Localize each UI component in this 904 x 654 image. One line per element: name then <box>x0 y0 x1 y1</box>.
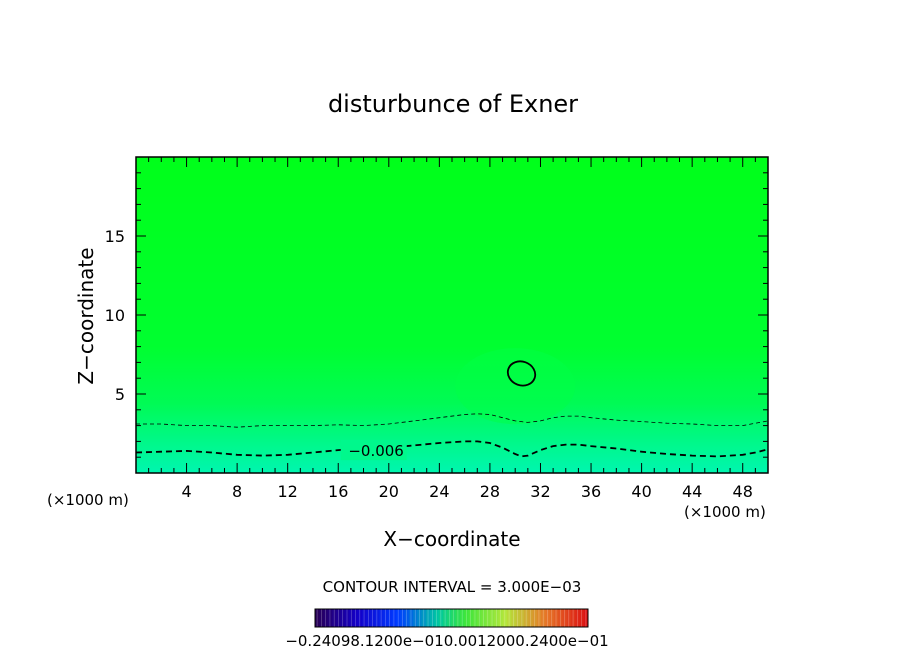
colorbar-cell <box>575 609 580 627</box>
colorbar-cell <box>464 609 470 627</box>
colorbar-cell <box>583 609 589 627</box>
colorbar-cell <box>315 609 320 627</box>
colorbar-cell <box>515 609 521 627</box>
colorbar-cell <box>442 609 448 627</box>
colorbar-cell <box>340 609 346 627</box>
colorbar-cell <box>558 609 563 627</box>
contour-interval-text: CONTOUR INTERVAL = 3.000E−03 <box>323 578 582 596</box>
colorbar-cell <box>489 609 495 627</box>
x-tick-label: 48 <box>733 482 753 501</box>
colorbar-cell <box>553 609 559 627</box>
colorbar-cell <box>408 609 414 627</box>
colorbar <box>314 608 589 628</box>
colorbar-cell <box>430 609 435 627</box>
colorbar-cell <box>485 609 491 627</box>
colorbar-cell <box>400 609 406 627</box>
colorbar-cell <box>319 609 325 627</box>
colorbar-cell <box>579 609 585 627</box>
colorbar-cell <box>451 609 457 627</box>
closed-contour-0 <box>506 360 537 387</box>
colorbar-cell <box>562 609 568 627</box>
colorbar-cell <box>425 609 431 627</box>
colorbar-cell <box>511 609 516 627</box>
colorbar-cell <box>349 609 354 627</box>
colorbar-cell <box>383 609 389 627</box>
colorbar-cell <box>549 609 555 627</box>
y-axis-label: Z−coordinate <box>74 247 98 384</box>
colorbar-cell <box>566 609 572 627</box>
x-tick-label: 20 <box>379 482 399 501</box>
colorbar-cell <box>438 609 444 627</box>
colorbar-cell <box>545 609 551 627</box>
x-tick-label: 36 <box>581 482 601 501</box>
colorbar-cell <box>344 609 350 627</box>
colorbar-cell <box>378 609 384 627</box>
colorbar-cell <box>532 609 538 627</box>
colorbar-cell <box>336 609 342 627</box>
colorbar-cell <box>524 609 529 627</box>
x-tick-label: 4 <box>181 482 191 501</box>
colorbar-frame <box>314 608 589 628</box>
colorbar-cell <box>536 609 542 627</box>
contour-label: −0.006 <box>348 442 404 460</box>
chart-title: disturbunce of Exner <box>328 90 578 118</box>
x-axis-label: X−coordinate <box>383 527 520 551</box>
colorbar-cell <box>481 609 487 627</box>
colorbar-cell <box>366 609 371 627</box>
colorbar-cell <box>494 609 499 627</box>
colorbar-cell <box>391 609 397 627</box>
colorbar-cell <box>506 609 512 627</box>
contour-line-0 <box>135 440 769 458</box>
x-tick-label: 32 <box>530 482 550 501</box>
colorbar-cell <box>404 609 410 627</box>
x-tick-label: 8 <box>232 482 242 501</box>
colorbar-cell <box>434 609 440 627</box>
colorbar-cell <box>570 609 576 627</box>
colorbar-cell <box>374 609 380 627</box>
colorbar-cell <box>361 609 367 627</box>
x-unit-right: (×1000 m) <box>684 503 766 521</box>
colorbar-cell <box>498 609 504 627</box>
colorbar-cell <box>528 609 534 627</box>
colorbar-cell <box>455 609 461 627</box>
colorbar-cell <box>477 609 482 627</box>
colorbar-cell <box>472 609 478 627</box>
y-tick-label: 15 <box>105 227 125 246</box>
y-tick-label: 10 <box>105 306 125 325</box>
x-tick-label: 44 <box>682 482 702 501</box>
colorbar-cell <box>460 609 465 627</box>
colorbar-cell <box>396 609 401 627</box>
colorbar-cell <box>468 609 474 627</box>
x-tick-label: 24 <box>429 482 449 501</box>
colorbar-cell <box>323 609 329 627</box>
plot-area <box>136 157 768 473</box>
colorbar-cell <box>447 609 452 627</box>
colorbar-cell <box>357 609 363 627</box>
x-tick-label: 40 <box>631 482 651 501</box>
colorbar-cell <box>421 609 427 627</box>
colorbar-cell <box>370 609 376 627</box>
x-unit-left: (×1000 m) <box>47 491 129 509</box>
colorbar-cell <box>519 609 525 627</box>
colorbar-cell <box>417 609 423 627</box>
colorbar-cell <box>541 609 546 627</box>
colorbar-cell <box>387 609 393 627</box>
colorbar-cell <box>353 609 359 627</box>
colorbar-tick-labels: −0.24098.1200e−010.0012000.2400e−01 <box>285 632 608 650</box>
field-background <box>136 157 768 473</box>
contour-line-1 <box>136 413 769 428</box>
y-tick-label: 5 <box>115 385 125 404</box>
colorbar-cell <box>332 609 337 627</box>
colorbar-cell <box>327 609 333 627</box>
x-tick-label: 12 <box>278 482 298 501</box>
field-anomaly <box>455 348 576 425</box>
contour-label-bg <box>340 440 407 461</box>
colorbar-cell <box>502 609 508 627</box>
x-tick-label: 16 <box>328 482 348 501</box>
x-tick-label: 28 <box>480 482 500 501</box>
contour-layer: −0.006 <box>135 360 769 461</box>
colorbar-cell <box>413 609 418 627</box>
